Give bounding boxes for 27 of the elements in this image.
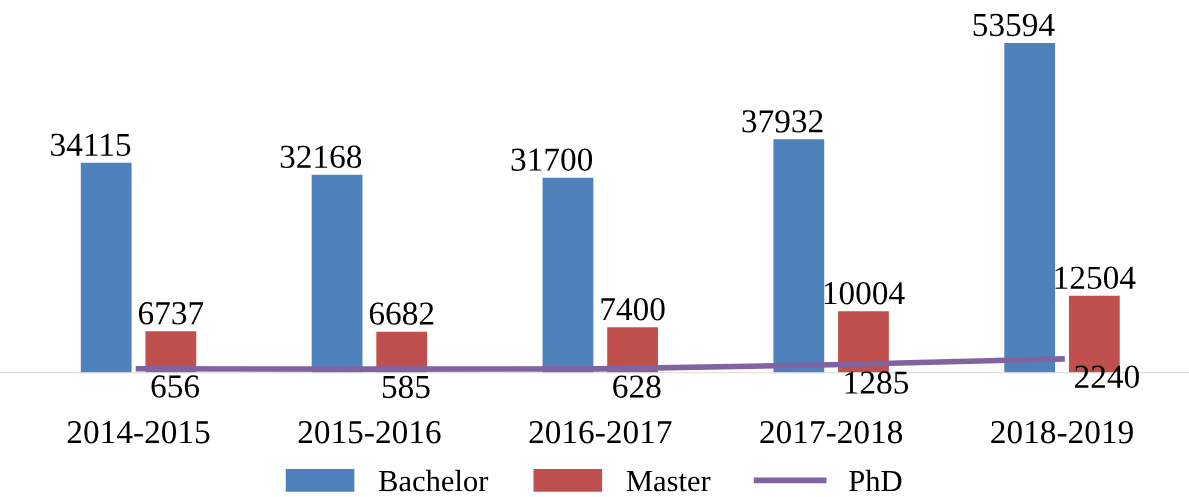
bar: [838, 311, 889, 373]
x-tick-label: 2014-2015: [67, 420, 210, 444]
data-label: 12504: [1055, 266, 1136, 290]
legend-label: Bachelor: [378, 469, 489, 492]
bar: [1004, 42, 1056, 373]
legend-label: PhD: [849, 469, 902, 492]
legend-label: Master: [626, 471, 711, 492]
data-label: 34115: [51, 133, 131, 157]
data-label: 585: [382, 375, 430, 399]
data-label: 31700: [511, 148, 593, 171]
bar: [80, 162, 132, 373]
data-label: 7400: [601, 297, 665, 321]
data-label: 2240: [1075, 365, 1139, 388]
x-tick-label: 2016-2017: [529, 420, 672, 444]
data-label: 32168: [280, 145, 362, 169]
data-label: 10004: [824, 281, 905, 305]
data-label: 6682: [369, 302, 434, 325]
data-label: 53594: [973, 13, 1055, 37]
data-label: 628: [613, 375, 661, 398]
data-label: 37932: [742, 110, 823, 133]
bar: [773, 139, 825, 373]
data-label: 1285: [845, 371, 909, 394]
data-label: 6737: [138, 302, 204, 325]
data-label: 656: [151, 375, 200, 398]
x-tick-label: 2015-2016: [298, 420, 441, 444]
x-tick-label: 2018-2019: [991, 420, 1133, 444]
x-tick-label: 2017-2018: [760, 420, 903, 444]
